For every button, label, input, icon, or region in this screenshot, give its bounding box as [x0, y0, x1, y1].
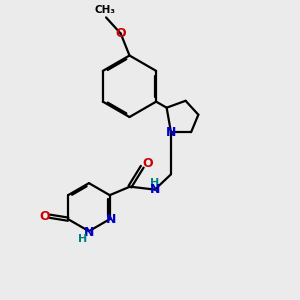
Text: N: N: [106, 213, 116, 226]
Text: N: N: [150, 183, 160, 196]
Text: H: H: [78, 234, 87, 244]
Text: O: O: [142, 157, 153, 170]
Text: N: N: [84, 226, 94, 239]
Text: H: H: [150, 178, 159, 188]
Text: O: O: [39, 210, 50, 223]
Text: N: N: [166, 126, 176, 139]
Text: O: O: [116, 27, 126, 40]
Text: CH₃: CH₃: [94, 5, 115, 15]
